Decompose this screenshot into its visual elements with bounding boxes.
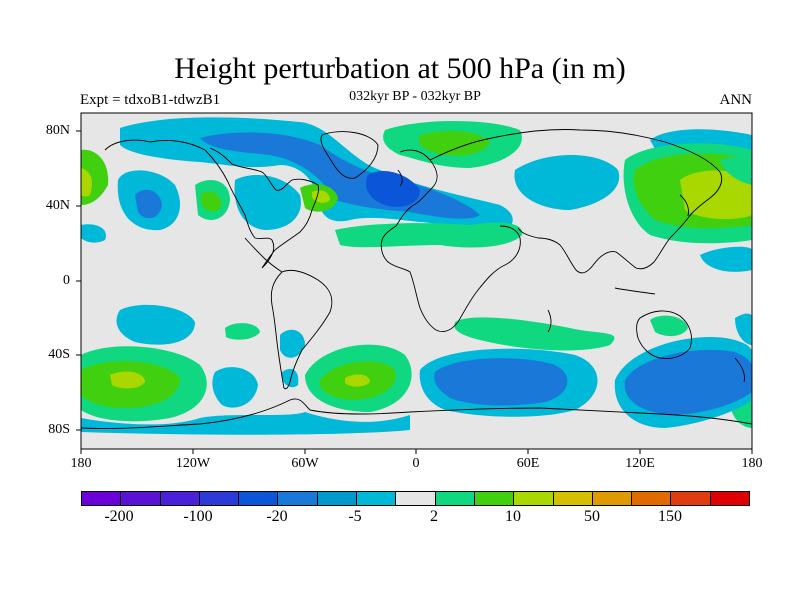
contour-negative-north-america <box>234 175 301 230</box>
contour-positive-pacific-west-core <box>200 191 222 212</box>
colorbar-swatch <box>710 492 750 505</box>
contour-negative-south-australia-core <box>624 349 752 415</box>
colorbar-swatch <box>278 492 318 505</box>
lon-label: 60W <box>291 456 319 471</box>
period-label: 032kyr BP - 032kyr BP <box>349 89 481 104</box>
coastline-australia <box>636 310 692 359</box>
coastline-north-america <box>104 139 319 269</box>
colorbar-label: 50 <box>584 508 600 525</box>
contour-negative-drake <box>212 367 258 408</box>
coastline-indonesia <box>614 287 656 295</box>
experiment-label: Expt = tdxoB1-tdwzB1 <box>80 92 221 108</box>
coastline-greenland <box>320 131 379 179</box>
contour-positive-south-atlantic-peak <box>345 374 370 387</box>
coastline-europe-africa <box>380 149 521 333</box>
contour-positive-southwest-atlantic <box>225 323 260 340</box>
colorbar-swatch <box>160 492 200 505</box>
contour-positive-scandinavia-core <box>418 130 490 156</box>
colorbar-label: 10 <box>505 508 521 525</box>
colorbar-swatch <box>239 492 279 505</box>
contour-positive-west-edge-core <box>81 168 92 197</box>
contour-negative-central-asia <box>514 155 620 210</box>
colorbar-swatch <box>357 492 397 505</box>
coastlines <box>81 129 752 429</box>
contour-negative-south-pacific-east <box>116 304 195 345</box>
lon-label: 180 <box>741 456 763 471</box>
lat-label: 40N <box>45 198 70 213</box>
contour-positive-nw-pacific-peak <box>680 170 752 220</box>
colorbar-label: -100 <box>183 508 213 525</box>
coastline-new-zealand <box>734 357 745 383</box>
colorbar-swatch <box>317 492 358 505</box>
colorbar-swatch <box>121 492 161 505</box>
contour-positive-australia-east <box>650 315 688 337</box>
colorbar-swatch <box>553 492 593 505</box>
contour-positive-mediterranean <box>335 222 523 248</box>
contour-positive-east-edge <box>720 156 752 185</box>
colorbar-label: -5 <box>348 508 362 525</box>
colorbar-swatch <box>82 492 122 505</box>
lon-label: 120W <box>175 456 211 471</box>
contour-negative-southern-ocean-west <box>81 412 410 435</box>
colorbar-label: -200 <box>104 508 134 525</box>
colorbar-swatch <box>396 492 436 505</box>
lat-label: 40S <box>48 347 70 362</box>
colorbar-swatch <box>671 492 711 505</box>
coastline-antarctica <box>81 398 752 429</box>
colorbar-swatch <box>435 492 475 505</box>
lon-label: 120E <box>625 456 655 471</box>
contour-negative-hawaii <box>700 246 752 272</box>
contour-positive-indian-band <box>454 317 615 351</box>
colorbar-label: 150 <box>658 508 682 525</box>
coastline-japan <box>679 194 689 217</box>
contour-negative-argentina <box>282 368 299 388</box>
contour-negative-east-edge-south <box>735 313 752 345</box>
lat-label: 0 <box>63 273 70 288</box>
colorbar <box>81 491 750 506</box>
coastline-uk <box>397 169 403 187</box>
coastline-central-america <box>244 237 283 273</box>
lon-label: 60E <box>516 456 540 471</box>
colorbar-label: -20 <box>266 508 288 525</box>
colorbar-swatch <box>199 492 240 505</box>
contour-negative-west-edge <box>81 224 106 243</box>
lon-label: 0 <box>412 456 420 471</box>
contour-negative-ne-pacific-core <box>135 189 162 219</box>
lat-label: 80N <box>45 123 70 138</box>
colorbar-swatch <box>632 492 672 505</box>
coastline-eurasia <box>429 129 723 274</box>
plot-title: Height perturbation at 500 hPa (in m) <box>174 52 626 85</box>
coastline-madagascar <box>547 309 552 333</box>
contour-negative-chile <box>280 329 305 358</box>
contour-negative-southern-indian-core <box>434 358 568 406</box>
lon-label: 180 <box>70 456 92 471</box>
colorbar-swatch <box>474 492 515 505</box>
season-label: ANN <box>719 92 753 108</box>
contour-negative-uk <box>365 170 420 207</box>
axis-ticks <box>76 130 753 454</box>
colorbar-swatch <box>592 492 633 505</box>
colorbar-swatch <box>514 492 554 505</box>
contour-fill-layer <box>81 113 752 449</box>
lat-label: 80S <box>48 422 70 437</box>
contour-positive-south-pacific-peak <box>110 371 145 389</box>
coastline-south-america <box>270 269 333 390</box>
colorbar-label: 2 <box>430 508 438 525</box>
